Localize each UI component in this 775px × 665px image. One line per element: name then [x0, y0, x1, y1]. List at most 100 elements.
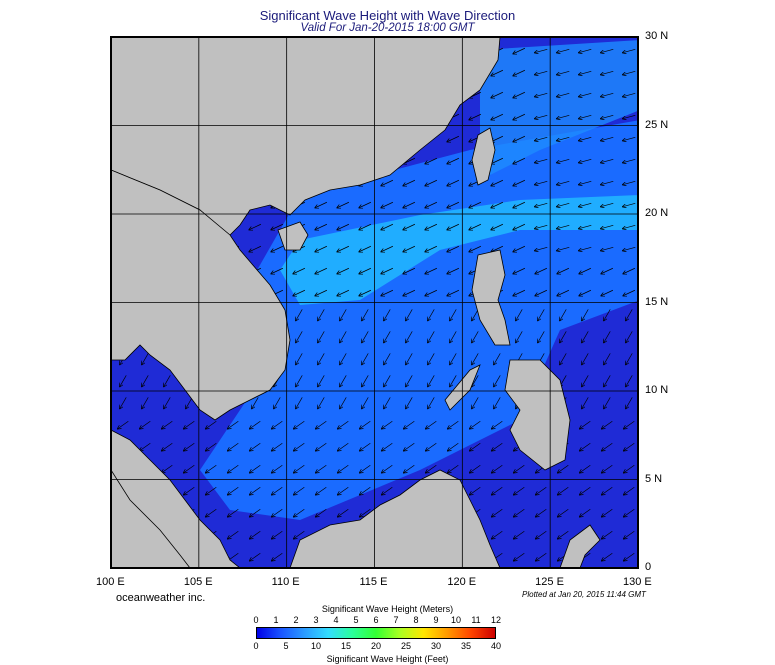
map-subtitle: Valid For Jan-20-2015 18:00 GMT: [300, 22, 475, 34]
wave-arrow: [318, 331, 325, 342]
wave-arrow: [513, 69, 526, 75]
wave-arrow: [142, 375, 149, 386]
wave-arrow: [580, 420, 591, 428]
land-sulawesi: [559, 524, 601, 568]
wave-arrow: [472, 397, 479, 408]
wave-arrow: [579, 224, 592, 228]
wave-arrow: [340, 397, 347, 408]
colorbar-meters-tick: 3: [313, 615, 319, 625]
wave-arrow: [428, 331, 435, 342]
wave-arrow: [228, 486, 239, 494]
wave-arrow: [360, 486, 371, 494]
wave-arrow: [296, 397, 303, 408]
wave-arrow: [293, 267, 306, 273]
lat-lon-grid: [111, 37, 638, 568]
wave-arrow: [558, 508, 569, 516]
wave-arrow: [359, 201, 372, 207]
wave-arrow: [294, 508, 305, 516]
wave-arrow: [557, 92, 570, 96]
wave-arrow: [315, 223, 328, 229]
wave-arrow: [206, 508, 217, 516]
colorbar-meters-tick: 12: [490, 615, 501, 625]
wave-arrow: [494, 375, 501, 386]
wave-arrow: [228, 420, 239, 428]
wave-arrow: [249, 245, 262, 251]
colorbar-meters-tick: 4: [333, 615, 339, 625]
wave-arrow: [514, 464, 525, 472]
wave-arrow: [579, 70, 592, 74]
wave-arrow: [448, 464, 459, 472]
wave-arrow: [469, 223, 482, 229]
wave-arrow: [601, 136, 614, 140]
wave-arrow: [403, 223, 416, 229]
wave-arrow: [404, 420, 415, 428]
wave-arrow: [492, 530, 503, 538]
wave-arrow: [579, 246, 592, 250]
wave-arrow: [406, 397, 413, 408]
wave-arrow: [425, 245, 438, 251]
wave-arrow: [623, 267, 636, 273]
wave-arrow: [140, 420, 151, 428]
wave-arrow: [602, 464, 613, 472]
colorbar-meters-tick: 1: [273, 615, 279, 625]
colorbar-meters-tick: 7: [393, 615, 399, 625]
latitude-label: 15 N: [645, 295, 669, 308]
wave-arrow: [162, 420, 173, 428]
wave-arrow: [623, 246, 636, 250]
wave-arrow: [272, 552, 283, 560]
wave-arrow: [514, 486, 525, 494]
wave-arrow: [579, 202, 592, 206]
wave-arrow: [164, 375, 171, 386]
wave-arrow: [359, 267, 372, 273]
latitude-label: 20 N: [645, 207, 669, 219]
wave-arrow: [492, 486, 503, 494]
wave-arrow: [491, 69, 504, 75]
wave-arrow: [381, 201, 394, 207]
wave-arrow: [604, 353, 611, 364]
wave-arrow: [513, 289, 526, 295]
wave-arrow: [602, 552, 613, 560]
wave-arrow: [250, 552, 261, 560]
land-sumatra: [111, 469, 191, 568]
wave-arrow: [250, 508, 261, 516]
wave-arrow: [428, 375, 435, 386]
land-taiwan: [471, 127, 496, 186]
colorbar-meters-tick: 10: [450, 615, 461, 625]
longitude-label: 130 E: [623, 576, 652, 588]
wave-arrow: [316, 420, 327, 428]
wave-arrow: [293, 289, 306, 295]
wave-arrow: [623, 180, 636, 184]
wave-arrow: [513, 201, 526, 207]
wave-arrow: [384, 397, 391, 408]
wave-arrow: [558, 530, 569, 538]
wave-arrow: [470, 464, 481, 472]
wave-arrow: [360, 442, 371, 450]
colorbar-title-feet: Significant Wave Height (Feet): [326, 654, 449, 664]
longitude-label: 125 E: [535, 576, 564, 588]
wave-arrow: [271, 245, 284, 251]
colorbar-meters-tick: 8: [413, 615, 419, 625]
wave-arrow: [250, 486, 261, 494]
longitude-label: 115 E: [359, 576, 388, 588]
wave-arrow: [338, 420, 349, 428]
sea-band-light: [280, 195, 638, 305]
colorbar-meters-tick: 9: [433, 615, 439, 625]
wave-arrow: [535, 289, 548, 295]
wave-arrow: [337, 289, 350, 295]
wave-arrow: [513, 157, 526, 163]
wave-arrow: [624, 464, 635, 472]
land-mindanao: [504, 359, 571, 471]
wave-arrow: [428, 353, 435, 364]
wave-arrow: [626, 331, 633, 342]
wave-arrow: [271, 267, 284, 273]
wave-arrow: [381, 289, 394, 295]
wave-arrow: [272, 486, 283, 494]
wave-arrow: [624, 508, 635, 516]
wave-arrow: [381, 223, 394, 229]
wave-arrow: [580, 442, 591, 450]
wave-arrow: [381, 267, 394, 273]
wave-arrow: [535, 224, 548, 228]
wave-arrow: [580, 508, 591, 516]
wave-arrow: [579, 48, 592, 52]
colorbar-feet-tick: 5: [283, 641, 289, 651]
